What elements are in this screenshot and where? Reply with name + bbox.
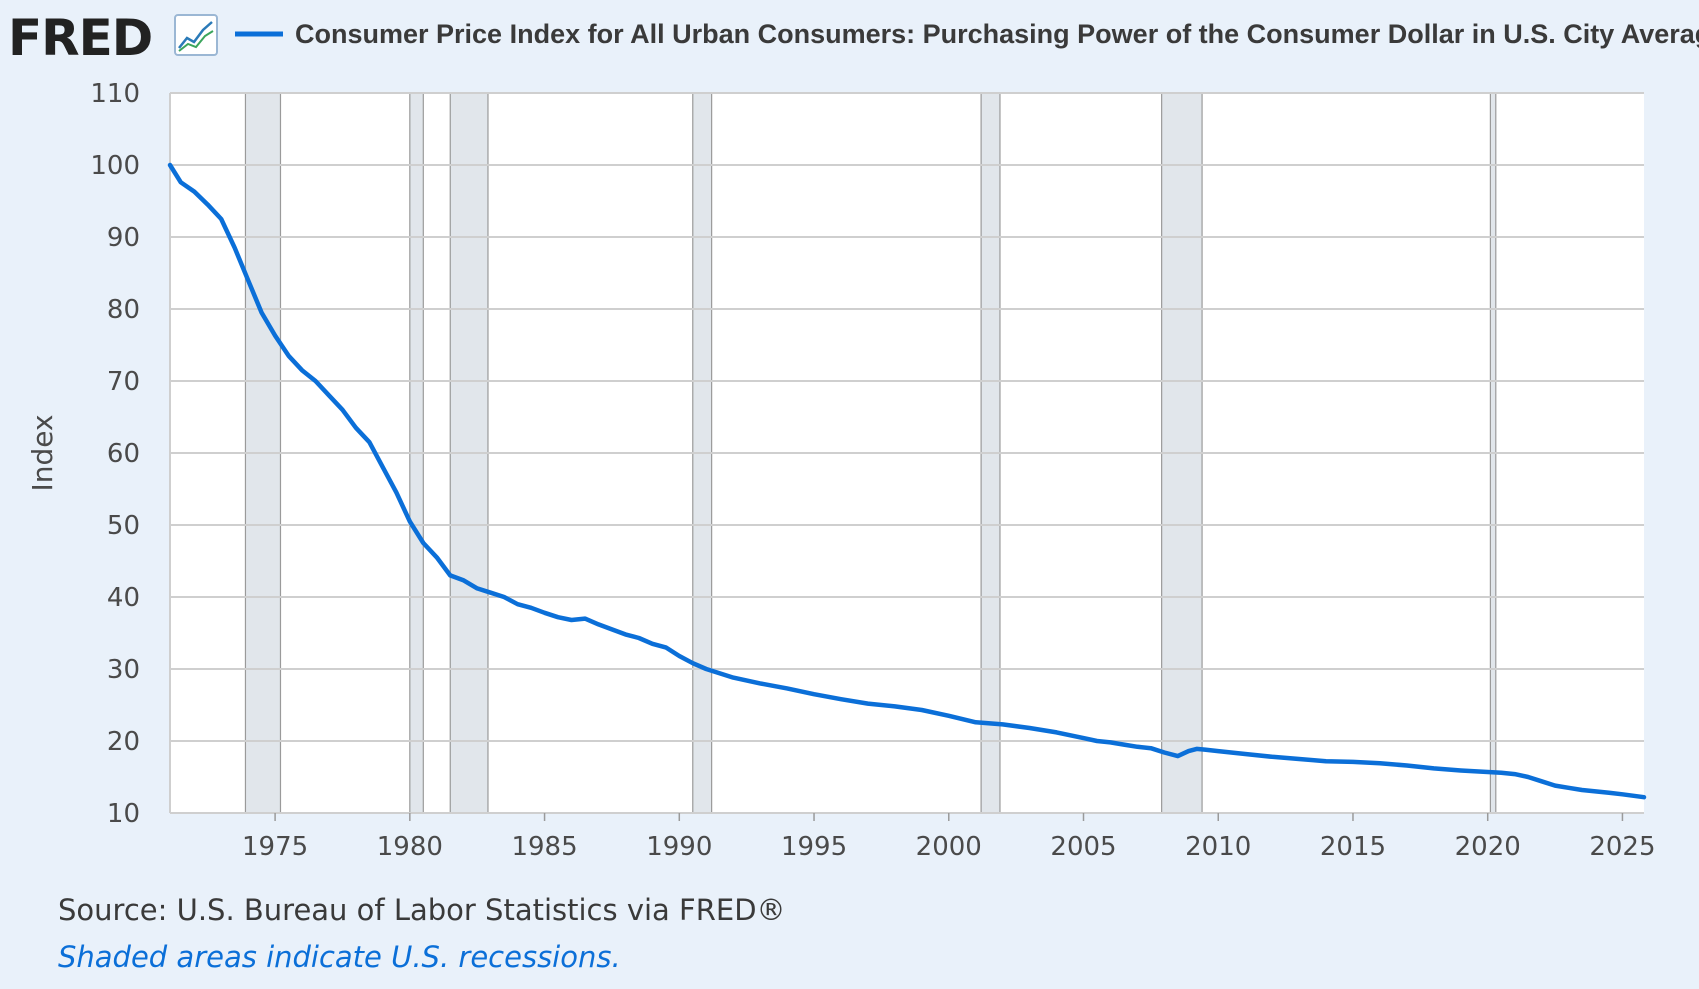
legend: Consumer Price Index for All Urban Consu… xyxy=(235,19,1699,49)
x-tick-label: 2005 xyxy=(1050,832,1116,862)
y-tick-label: 110 xyxy=(90,79,140,109)
y-tick-label: 50 xyxy=(107,511,140,541)
grid-lines xyxy=(169,92,1644,814)
y-tick-label: 10 xyxy=(107,799,140,829)
x-tick-label: 1990 xyxy=(646,832,712,862)
x-tick-label: 1980 xyxy=(377,832,443,862)
x-tick-label: 2000 xyxy=(916,832,982,862)
y-tick-label: 30 xyxy=(107,655,140,685)
y-axis-label: Index xyxy=(26,414,59,491)
x-tick-label: 2010 xyxy=(1185,832,1251,862)
y-tick-label: 80 xyxy=(107,295,140,325)
fred-logo-text: FRED xyxy=(8,9,152,67)
y-tick-label: 90 xyxy=(107,223,140,253)
y-tick-label: 60 xyxy=(107,439,140,469)
x-tick-labels: 1975 1980 1985 1990 1995 2000 2005 2010 2015 2020… xyxy=(242,813,1656,862)
line-chart-icon xyxy=(174,14,218,56)
y-tick-labels: 10 20 30 40 50 60 70 80 90 100 110 xyxy=(90,79,140,829)
y-tick-label: 20 xyxy=(107,727,140,757)
series-line-cpi-purchasing-power xyxy=(167,162,1647,800)
fred-logo[interactable]: FRED xyxy=(8,9,218,67)
y-tick-label: 100 xyxy=(90,151,140,181)
x-tick-label: 2025 xyxy=(1589,832,1655,862)
y-tick-label: 40 xyxy=(107,583,140,613)
x-tick-label: 1995 xyxy=(781,832,847,862)
y-tick-label: 70 xyxy=(107,367,140,397)
series-layer xyxy=(167,162,1647,800)
x-tick-label: 2015 xyxy=(1320,832,1386,862)
x-tick-label: 1975 xyxy=(242,832,308,862)
source-text: Source: U.S. Bureau of Labor Statistics … xyxy=(58,893,786,927)
plot-area: 10 20 30 40 50 60 70 80 90 100 110 1975 1980 1985 199… xyxy=(90,79,1655,862)
legend-label: Consumer Price Index for All Urban Consu… xyxy=(295,19,1699,49)
x-tick-label: 2020 xyxy=(1455,832,1521,862)
x-tick-label: 1985 xyxy=(511,832,577,862)
recession-note: Shaded areas indicate U.S. recessions. xyxy=(58,940,621,974)
